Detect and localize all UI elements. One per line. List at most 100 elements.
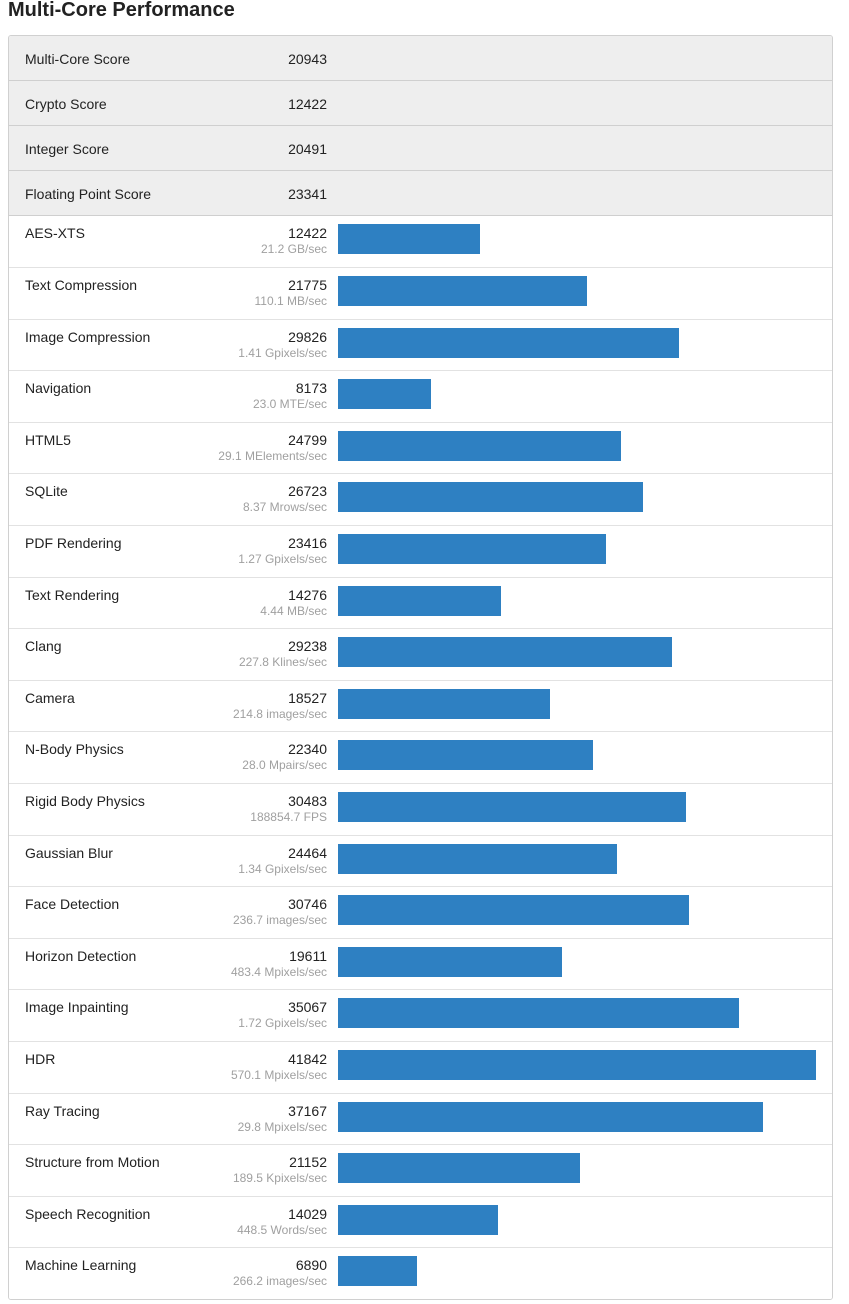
benchmark-bar bbox=[338, 1153, 580, 1183]
benchmark-name: Rigid Body Physics bbox=[25, 793, 145, 809]
benchmark-score: 18527 bbox=[288, 690, 327, 706]
benchmark-score: 12422 bbox=[288, 225, 327, 241]
benchmark-rate: 29.1 MElements/sec bbox=[218, 449, 327, 463]
benchmark-bar bbox=[338, 1205, 498, 1235]
benchmark-row: Gaussian Blur 24464 1.34 Gpixels/sec bbox=[9, 836, 832, 887]
benchmark-bar bbox=[338, 328, 679, 358]
benchmark-name: AES-XTS bbox=[25, 225, 85, 241]
benchmark-score: 30483 bbox=[288, 793, 327, 809]
benchmark-score: 26723 bbox=[288, 483, 327, 499]
benchmark-row: Machine Learning 6890 266.2 images/sec bbox=[9, 1248, 832, 1299]
benchmark-score: 6890 bbox=[295, 1257, 327, 1273]
summary-label: Floating Point Score bbox=[25, 186, 152, 202]
benchmark-rate: 29.8 Mpixels/sec bbox=[237, 1120, 327, 1134]
benchmark-row: Speech Recognition 14029 448.5 Words/sec bbox=[9, 1197, 832, 1248]
summary-row: Crypto Score 12422 bbox=[9, 81, 832, 126]
benchmark-bar bbox=[338, 1256, 417, 1286]
benchmark-bar bbox=[338, 792, 686, 822]
benchmark-bar bbox=[338, 1050, 816, 1080]
benchmark-rate: 28.0 Mpairs/sec bbox=[242, 758, 327, 772]
benchmark-name: Text Compression bbox=[25, 277, 138, 293]
benchmark-name: Structure from Motion bbox=[25, 1154, 160, 1170]
benchmark-rate: 21.2 GB/sec bbox=[260, 242, 327, 256]
summary-label: Integer Score bbox=[25, 141, 110, 157]
benchmark-score: 29826 bbox=[288, 329, 327, 345]
benchmark-rate: 483.4 Mpixels/sec bbox=[230, 965, 327, 979]
benchmark-name: Text Rendering bbox=[25, 587, 120, 603]
benchmark-score: 37167 bbox=[288, 1103, 327, 1119]
benchmark-row: N-Body Physics 22340 28.0 Mpairs/sec bbox=[9, 732, 832, 784]
benchmark-section: AES-XTS 12422 21.2 GB/sec Text Compression 2… bbox=[9, 216, 832, 1299]
benchmark-row: Horizon Detection 19611 483.4 Mpixels/sec bbox=[9, 939, 832, 990]
benchmark-row: HTML5 24799 29.1 MElements/sec bbox=[9, 423, 832, 474]
benchmark-rate: 23.0 MTE/sec bbox=[252, 397, 327, 411]
benchmark-name: Horizon Detection bbox=[25, 948, 137, 964]
benchmark-name: SQLite bbox=[25, 483, 68, 499]
benchmark-name: Clang bbox=[25, 638, 62, 654]
benchmark-score: 14276 bbox=[288, 587, 327, 603]
benchmark-bar bbox=[338, 998, 739, 1028]
benchmark-bar bbox=[338, 379, 431, 409]
benchmark-bar bbox=[338, 947, 562, 977]
benchmark-rate: 110.1 MB/sec bbox=[254, 294, 327, 308]
results-table: Multi-Core Score 20943 Crypto Score 12422 In… bbox=[8, 35, 833, 1300]
benchmark-bar bbox=[338, 740, 593, 770]
benchmark-rate: 448.5 Words/sec bbox=[237, 1223, 327, 1237]
benchmark-row: SQLite 26723 8.37 Mrows/sec bbox=[9, 474, 832, 526]
benchmark-name: HTML5 bbox=[25, 432, 71, 448]
benchmark-row: Image Inpainting 35067 1.72 Gpixels/sec bbox=[9, 990, 832, 1042]
summary-score: 12422 bbox=[288, 96, 327, 112]
benchmark-name: HDR bbox=[25, 1051, 56, 1067]
benchmark-rate: 189.5 Kpixels/sec bbox=[232, 1171, 327, 1185]
benchmark-rate: 1.41 Gpixels/sec bbox=[238, 346, 327, 360]
benchmark-rate: 570.1 Mpixels/sec bbox=[230, 1068, 327, 1082]
benchmark-rate: 4.44 MB/sec bbox=[260, 604, 327, 618]
benchmark-score: 14029 bbox=[288, 1206, 327, 1222]
benchmark-name: Image Compression bbox=[25, 329, 151, 345]
summary-score: 23341 bbox=[288, 186, 327, 202]
benchmark-rate: 1.27 Gpixels/sec bbox=[238, 552, 327, 566]
benchmark-bar bbox=[338, 844, 617, 874]
benchmark-score: 29238 bbox=[288, 638, 327, 654]
summary-row: Multi-Core Score 20943 bbox=[9, 36, 832, 81]
benchmark-row: Text Rendering 14276 4.44 MB/sec bbox=[9, 578, 832, 629]
benchmark-name: Gaussian Blur bbox=[25, 845, 113, 861]
benchmark-row: Face Detection 30746 236.7 images/sec bbox=[9, 887, 832, 939]
benchmark-row: Camera 18527 214.8 images/sec bbox=[9, 681, 832, 732]
benchmark-bar bbox=[338, 276, 587, 306]
benchmark-name: Camera bbox=[25, 690, 75, 706]
benchmark-name: Face Detection bbox=[25, 896, 120, 912]
benchmark-bar bbox=[338, 637, 672, 667]
summary-score: 20943 bbox=[288, 51, 327, 67]
benchmark-score: 21775 bbox=[288, 277, 327, 293]
benchmark-rate: 1.72 Gpixels/sec bbox=[238, 1016, 327, 1030]
benchmark-name: PDF Rendering bbox=[25, 535, 122, 551]
benchmark-name: Image Inpainting bbox=[25, 999, 129, 1015]
benchmark-row: Navigation 8173 23.0 MTE/sec bbox=[9, 371, 832, 423]
benchmark-name: Speech Recognition bbox=[25, 1206, 151, 1222]
benchmark-score: 24464 bbox=[288, 845, 327, 861]
summary-row: Floating Point Score 23341 bbox=[9, 171, 832, 216]
benchmark-rate: 1.34 Gpixels/sec bbox=[238, 862, 327, 876]
benchmark-row: Ray Tracing 37167 29.8 Mpixels/sec bbox=[9, 1094, 832, 1145]
benchmark-score: 8173 bbox=[295, 380, 327, 396]
benchmark-score: 24799 bbox=[288, 432, 327, 448]
benchmark-row: AES-XTS 12422 21.2 GB/sec bbox=[9, 216, 832, 268]
benchmark-bar bbox=[338, 431, 621, 461]
benchmark-name: Ray Tracing bbox=[25, 1103, 100, 1119]
benchmark-bar bbox=[338, 895, 689, 925]
benchmark-bar bbox=[338, 586, 501, 616]
benchmark-name: Navigation bbox=[25, 380, 92, 396]
benchmark-score: 19611 bbox=[289, 948, 327, 964]
benchmark-score: 23416 bbox=[288, 535, 327, 551]
summary-label: Multi-Core Score bbox=[25, 51, 131, 67]
benchmark-bar bbox=[338, 534, 606, 564]
benchmark-row: PDF Rendering 23416 1.27 Gpixels/sec bbox=[9, 526, 832, 578]
benchmark-name: Machine Learning bbox=[25, 1257, 137, 1273]
summary-section: Multi-Core Score 20943 Crypto Score 12422 In… bbox=[9, 36, 832, 216]
benchmark-score: 30746 bbox=[288, 896, 327, 912]
benchmark-row: Clang 29238 227.8 Klines/sec bbox=[9, 629, 832, 681]
benchmark-rate: 8.37 Mrows/sec bbox=[242, 500, 327, 514]
benchmark-score: 35067 bbox=[288, 999, 327, 1015]
benchmark-row: Structure from Motion 21152 189.5 Kpixels/… bbox=[9, 1145, 832, 1197]
